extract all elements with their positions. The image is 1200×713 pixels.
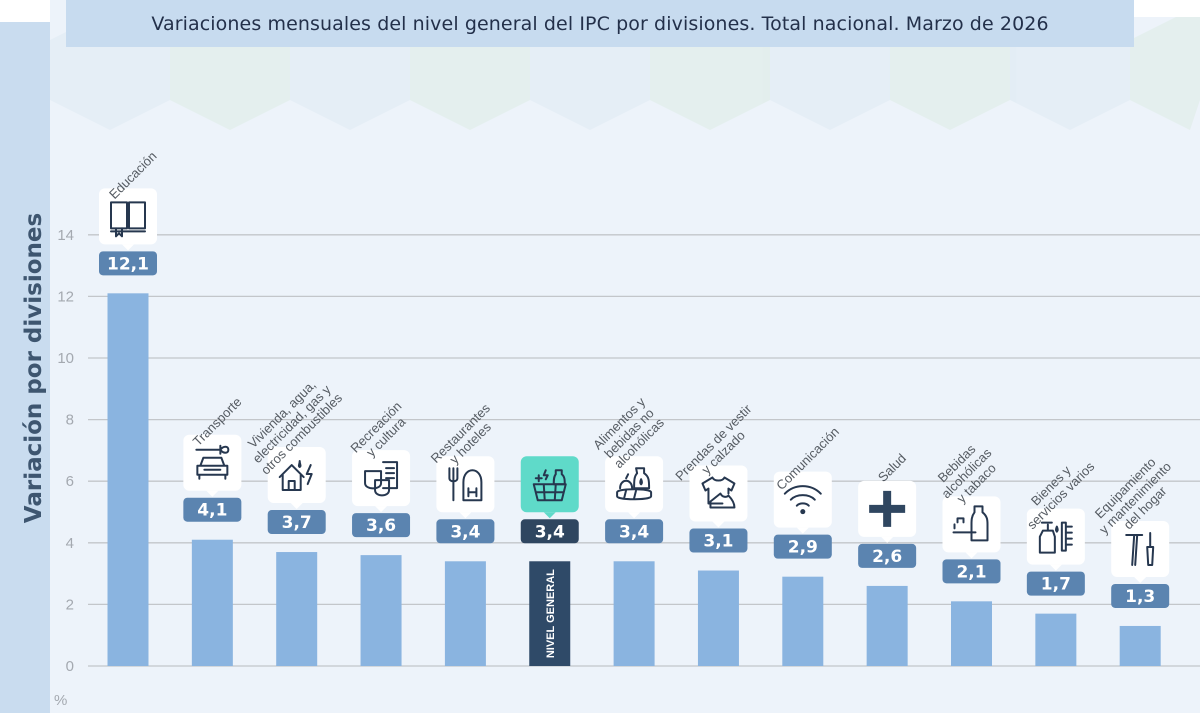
icon-card — [1111, 520, 1170, 583]
y-tick-label: 14 — [57, 227, 74, 244]
value-label: 2,1 — [956, 562, 986, 582]
y-tick-label: 2 — [66, 596, 74, 613]
y-tick-label: 10 — [57, 350, 74, 367]
value-badge — [1111, 583, 1170, 608]
value-label: 3,4 — [619, 522, 649, 542]
wifi-icon — [783, 485, 822, 515]
y-ticks: 0 2 4 6 8 10 12 14 — [57, 227, 74, 675]
value-badge — [183, 497, 242, 522]
value-label: 2,6 — [872, 547, 902, 567]
bar — [866, 585, 908, 666]
bar — [1035, 613, 1077, 666]
chart-title: Variaciones mensuales del nivel general … — [151, 12, 1049, 35]
bar — [697, 570, 739, 666]
bar — [1119, 625, 1161, 666]
health-cross-icon — [869, 490, 906, 527]
shopping-basket-icon — [532, 469, 567, 502]
value-badge — [605, 519, 664, 544]
y-axis-band — [0, 0, 50, 713]
category-label-line: Salud — [875, 451, 909, 485]
value-label: 2,9 — [788, 538, 818, 558]
bar — [107, 293, 149, 666]
category-label: Salud — [875, 451, 909, 485]
value-badge — [689, 528, 748, 553]
tshirt-shoe-icon — [701, 476, 736, 509]
corner-spacer — [0, 0, 50, 22]
icon-card — [689, 465, 748, 528]
house-utilities-icon — [278, 460, 313, 492]
value-label: 3,6 — [366, 516, 396, 536]
y-unit-label: % — [54, 692, 67, 709]
theater-masks-icon — [364, 461, 399, 497]
value-badge — [858, 543, 917, 568]
value-badge — [1026, 571, 1085, 596]
bar — [276, 552, 318, 666]
bar — [951, 601, 992, 666]
icon-card — [99, 188, 157, 251]
value-label: 1,7 — [1041, 575, 1071, 595]
food-bottle-icon — [616, 467, 653, 501]
icon-card — [436, 456, 495, 519]
icon-card — [267, 447, 326, 510]
value-label: 3,4 — [450, 522, 480, 542]
value-label: 4,1 — [197, 501, 227, 521]
y-tick-label: 12 — [57, 288, 74, 305]
icon-card — [520, 456, 579, 519]
y-tick-label: 8 — [66, 412, 74, 429]
tools-icon — [1125, 531, 1155, 566]
icon-card — [352, 450, 411, 513]
value-badge — [942, 559, 1001, 584]
icon-card — [773, 471, 832, 534]
value-badge — [773, 534, 832, 559]
value-badge — [99, 251, 157, 276]
title-banner: Variaciones mensuales del nivel general … — [66, 0, 1134, 47]
nivel-general-label: NIVEL GENERAL — [545, 569, 557, 658]
fork-hotel-icon — [448, 467, 483, 502]
bar — [191, 539, 233, 666]
y-tick-label: 4 — [66, 535, 74, 552]
value-label: 1,3 — [1125, 587, 1155, 607]
value-label: 12,1 — [107, 254, 149, 274]
bars: NIVEL GENERAL — [107, 293, 1161, 666]
y-tick-label: 6 — [66, 473, 74, 490]
bottle-cigarette-icon — [952, 505, 989, 542]
value-badge — [520, 519, 579, 544]
icon-card — [858, 480, 917, 543]
soap-comb-icon — [1038, 521, 1073, 554]
icon-card — [942, 496, 1001, 559]
y-tick-label: 0 — [66, 658, 74, 675]
value-label: 3,7 — [282, 513, 312, 533]
icon-card — [1026, 508, 1085, 571]
icon-card — [183, 434, 242, 497]
bar — [360, 555, 402, 666]
open-book-icon — [110, 201, 146, 238]
bar — [782, 576, 824, 666]
value-label: 3,4 — [535, 522, 565, 542]
icon-card — [605, 456, 664, 519]
value-badge — [267, 510, 326, 535]
value-badge — [436, 519, 495, 544]
car-wrench-icon — [195, 444, 230, 480]
bar — [444, 561, 486, 666]
bar-nivel-general — [529, 561, 571, 666]
corner-spacer — [1134, 0, 1200, 17]
value-label: 3,1 — [703, 532, 733, 552]
value-badge — [352, 513, 411, 538]
bar — [613, 561, 655, 666]
